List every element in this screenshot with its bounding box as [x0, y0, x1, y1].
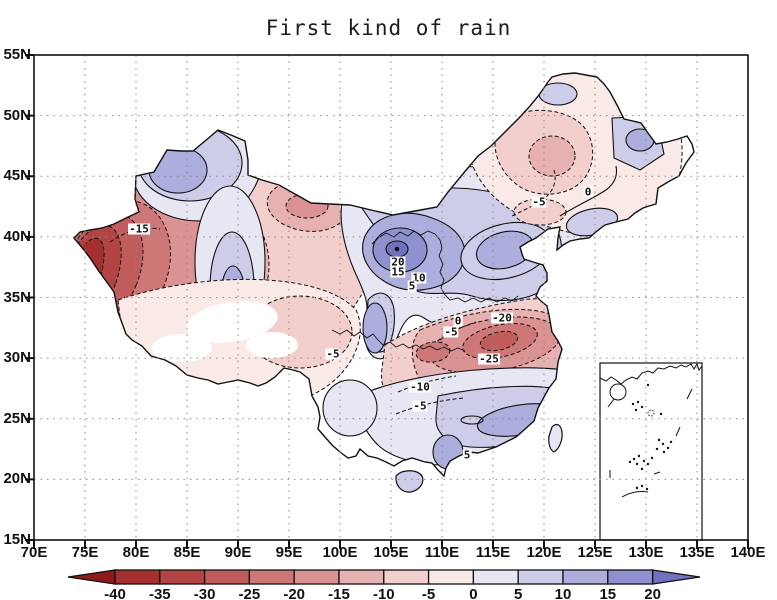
x-tick-label: 100E — [322, 544, 358, 561]
y-tick-label: 45N — [3, 167, 31, 185]
contour-label: -20 — [491, 311, 513, 325]
contour-label: 5 — [407, 279, 417, 293]
colorbar-segment — [203, 569, 251, 585]
colorbar-arrow — [67, 569, 116, 585]
filled-contour-bands — [74, 73, 688, 470]
colorbar-tick-label: 5 — [514, 586, 522, 600]
x-tick-label: 105E — [373, 544, 409, 561]
y-tick-label: 55N — [3, 46, 31, 63]
colorbar-segment — [338, 569, 385, 585]
contour-label: 15 — [390, 265, 406, 279]
contour-label: 10 — [411, 271, 427, 285]
x-tick-label: 125E — [577, 544, 613, 561]
colorbar-tick-label: 15 — [599, 586, 616, 600]
contour-label: 0 — [453, 314, 463, 328]
x-tick-label: 110E — [424, 544, 460, 561]
contour-label: -5 — [443, 325, 459, 339]
x-tick-label: 135E — [679, 544, 715, 561]
y-tick-label: 35N — [3, 288, 31, 306]
maximum-center-dot — [394, 246, 400, 252]
colorbar-tick-label: -5 — [422, 586, 435, 600]
taiwan-island-outline — [548, 423, 563, 453]
x-tick-label: 75E — [71, 544, 99, 561]
y-tick-label: 30N — [3, 349, 31, 367]
yellow-river-line — [371, 230, 519, 303]
colorbar-segment — [293, 569, 340, 585]
colorbar-tick-label: -40 — [104, 586, 126, 600]
plot-frame — [33, 54, 749, 541]
contour-label: -5 — [325, 347, 341, 361]
colorbar-segment — [248, 569, 295, 585]
colorbar-segment — [517, 569, 564, 585]
contour-label: -15 — [128, 222, 150, 236]
y-tick-label: 20N — [3, 470, 31, 488]
colorbar-tick-label: 0 — [469, 586, 477, 600]
x-tick-label: 120E — [526, 544, 562, 561]
colorbar-tick-label: -30 — [194, 586, 216, 600]
colorbar-segment — [472, 569, 519, 585]
axis-ticks — [25, 54, 749, 549]
colorbar-tick-label: -15 — [328, 586, 350, 600]
inset-coastline — [599, 362, 703, 385]
x-tick-label: 140E — [730, 544, 766, 561]
colorbar-segment — [427, 569, 475, 585]
x-tick-label: 130E — [628, 544, 664, 561]
contour-label: -5 — [531, 195, 547, 209]
colorbar: -40 -35 -30 -25 -20 -15 -10 -5 0 5 10 15 20 — [67, 569, 701, 600]
colorbar-segment — [114, 569, 161, 585]
colorbar-tick-label: 20 — [644, 586, 661, 600]
contour-label: -10 — [409, 380, 431, 394]
contour-label: -5 — [412, 399, 428, 413]
hainan-island-outline — [395, 470, 424, 493]
inset-reef-ring — [647, 409, 655, 417]
colorbar-tick-label: -20 — [283, 586, 305, 600]
contour-label: 20 — [390, 255, 406, 269]
x-tick-label: 70E — [20, 544, 48, 561]
colorbar-arrow — [651, 569, 701, 585]
china-boundary-outline — [73, 72, 695, 478]
y-tick-label: 50N — [3, 106, 31, 124]
y-tick-label: 40N — [3, 227, 31, 245]
x-tick-label: 85E — [173, 544, 201, 561]
y-tick-label: 25N — [3, 409, 31, 427]
x-tick-label: 80E — [122, 544, 150, 561]
contour-label: -25 — [478, 352, 500, 366]
colorbar-tick-label: -35 — [149, 586, 171, 600]
gridlines — [34, 55, 748, 540]
x-tick-label: 95E — [275, 544, 303, 561]
colorbar-segment — [607, 569, 654, 585]
colorbar-segment — [383, 569, 430, 585]
colorbar-segment — [159, 569, 206, 585]
chart-title: First kind of rain — [265, 16, 512, 40]
colorbar-tick-label: 10 — [555, 586, 572, 600]
y-tick-label: 15N — [3, 531, 31, 548]
contour-label: 5 — [462, 448, 472, 462]
x-tick-label: 115E — [475, 544, 511, 561]
inset-island-dots — [628, 383, 673, 491]
south-china-sea-inset — [599, 362, 703, 541]
colorbar-segment — [562, 569, 609, 585]
colorbar-tick-label: -10 — [373, 586, 395, 600]
contour-label: 0 — [583, 185, 593, 199]
inset-hainan — [609, 383, 627, 401]
colorbar-tick-label: -25 — [239, 586, 261, 600]
x-tick-label: 90E — [224, 544, 252, 561]
